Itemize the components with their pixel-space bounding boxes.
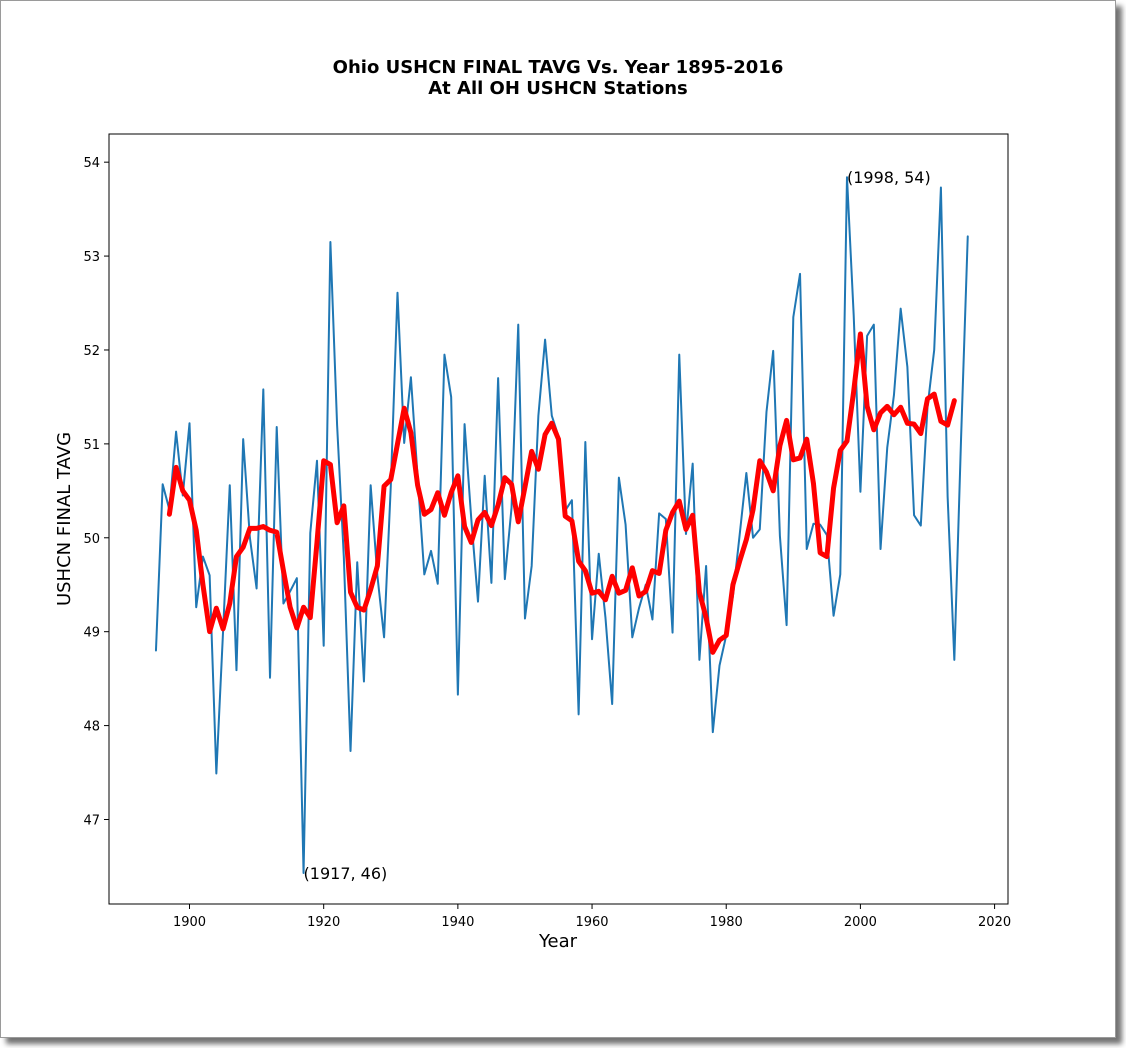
x-axis-label: Year [538, 931, 578, 952]
series-line-1 [154, 176, 969, 875]
series-layer [154, 176, 969, 875]
annotation-label: (1917, 46) [304, 864, 388, 883]
x-tick-label: 1920 [307, 915, 340, 930]
x-tick-label: 1980 [710, 915, 743, 930]
y-axis-ticks: 47 48 49 50 51 52 53 54 [83, 156, 109, 828]
x-tick-label: 1960 [575, 915, 608, 930]
y-tick-label: 47 [83, 813, 100, 828]
x-tick-label: 1900 [173, 915, 206, 930]
plot-area [108, 133, 1009, 905]
y-tick-label: 48 [83, 720, 100, 735]
y-tick-label: 54 [83, 156, 100, 171]
y-tick-label: 50 [83, 532, 100, 547]
annotation-label: (1998, 54) [847, 168, 931, 187]
x-tick-label: 2000 [844, 915, 877, 930]
y-axis-label: USHCN FINAL TAVG [54, 432, 75, 606]
chart-title: Ohio USHCN FINAL TAVG Vs. Year 1895-2016 [333, 57, 784, 78]
y-tick-label: 52 [83, 344, 100, 359]
y-tick-label: 49 [83, 626, 100, 641]
x-tick-label: 2020 [978, 915, 1011, 930]
series-line-2 [166, 331, 957, 655]
y-tick-label: 53 [83, 250, 100, 265]
annotations: (1998, 54) (1917, 46) [304, 168, 931, 883]
y-tick-label: 51 [83, 438, 100, 453]
chart-subtitle: At All OH USHCN Stations [428, 78, 688, 99]
x-tick-label: 1940 [441, 915, 474, 930]
x-axis-ticks: 1900 1920 1940 1960 1980 2000 2020 [173, 904, 1011, 930]
